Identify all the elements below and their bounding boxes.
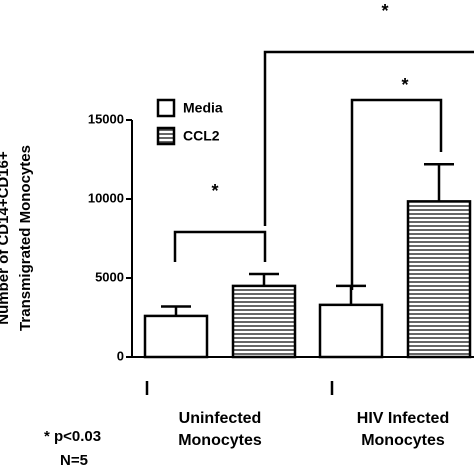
bar: [406, 200, 472, 359]
bar: [318, 303, 384, 359]
y-tick-label: 10000: [88, 190, 124, 205]
y-label-line: Transmigrated Monocytes: [17, 145, 34, 331]
y-label-line: Number of CD14+CD16+: [0, 151, 12, 325]
y-tick-label: 0: [117, 348, 124, 363]
x-category-label: HIV Infected Monocytes: [356, 410, 450, 449]
annotation: *: [381, 1, 388, 21]
legend-label: CCL2: [183, 128, 220, 144]
annotation: *: [401, 75, 408, 95]
y-label: Number of CD14+CD16+ Transmigrated Monoc…: [0, 145, 34, 331]
x-category-label: Uninfected Monocytes: [178, 410, 262, 449]
legend-label: Media: [183, 100, 223, 116]
annotation: *: [211, 181, 218, 201]
bracket: [173, 230, 267, 262]
legend-swatch: [156, 98, 176, 118]
y-tick-label: 15000: [88, 111, 124, 126]
bracket: [263, 50, 474, 226]
bar: [231, 284, 297, 359]
legend-swatch: [156, 126, 176, 146]
footnote: N=5: [60, 452, 88, 469]
brackets: [145, 50, 474, 395]
y-tick-label: 5000: [95, 269, 124, 284]
bar: [143, 314, 209, 359]
bracket: [350, 98, 443, 290]
footnote: * p<0.03: [44, 428, 101, 445]
